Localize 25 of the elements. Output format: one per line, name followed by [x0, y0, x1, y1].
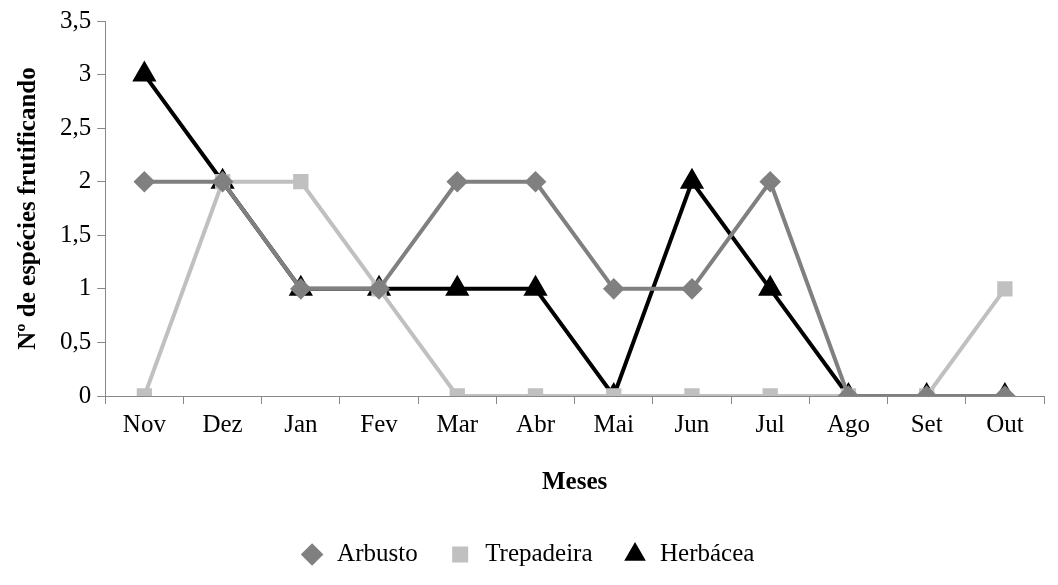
x-tick-label: Set [910, 409, 943, 437]
y-axis-title: Nº de espécies frutificando [13, 67, 41, 350]
x-tick-label: Jun [674, 409, 710, 437]
x-tick-label: Fev [360, 409, 399, 437]
y-tick-label: 3,5 [60, 5, 92, 33]
x-tick-label: Ago [826, 409, 870, 437]
x-tick-label: Mai [593, 409, 634, 437]
x-tick-label: Jul [755, 409, 785, 437]
y-tick-label: 0,5 [60, 326, 92, 354]
x-axis-title: Meses [542, 467, 608, 495]
y-tick-label: 1,5 [60, 219, 92, 247]
y-tick-label: 0 [78, 380, 92, 408]
x-tick-label: Jan [284, 409, 318, 437]
y-tick-label: 1 [78, 273, 92, 301]
legend-label: Trepadeira [485, 539, 593, 567]
x-tick-label: Nov [122, 409, 167, 437]
x-tick-label: Abr [516, 409, 556, 437]
x-tick-label: Out [986, 409, 1024, 437]
y-tick-label: 3 [78, 59, 92, 87]
x-tick-label: Mar [436, 409, 479, 437]
y-tick-label: 2,5 [60, 112, 92, 140]
legend-label: Arbusto [337, 539, 418, 567]
x-tick-label: Dez [202, 409, 243, 437]
legend-label: Herbácea [660, 539, 755, 567]
y-tick-label: 2 [78, 166, 92, 194]
